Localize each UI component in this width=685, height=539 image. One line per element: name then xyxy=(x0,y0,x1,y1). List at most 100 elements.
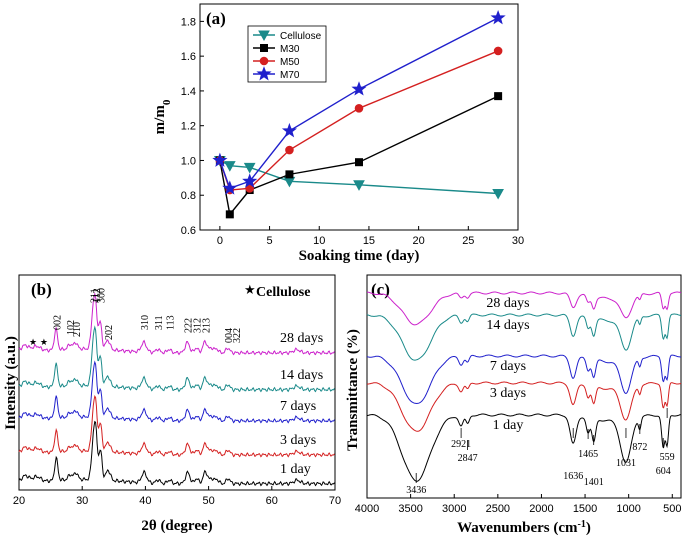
panel-a-ytick-label: 1.8 xyxy=(181,16,196,28)
ftir-curve-3-days xyxy=(367,381,682,432)
legend-marker-m70 xyxy=(256,66,272,81)
panel-b-xtick-label: 50 xyxy=(202,495,214,507)
ftir-band-label: 1401 xyxy=(584,477,604,488)
panel-b-xtick-label: 70 xyxy=(329,495,341,507)
panel-c-xlabel: Wavenumbers (cm-1) xyxy=(457,519,591,537)
panel-c-xtick-label: 3500 xyxy=(398,503,422,515)
panel-c-xtick-label: 4000 xyxy=(355,503,379,515)
cellulose-star-icon: ★ xyxy=(244,283,256,298)
panel-c-xtick-label: 2500 xyxy=(486,503,510,515)
panel-a-xtick-label: 25 xyxy=(462,235,474,247)
panel-c-xlabel-main: Wavenumbers (cm xyxy=(457,520,578,536)
ftir-label-7-days: 7 days xyxy=(490,359,526,374)
data-point-cellulose xyxy=(223,161,236,172)
xrd-peak-label: 002 xyxy=(52,315,63,330)
legend-label-m70: M70 xyxy=(280,70,300,81)
xrd-label-1-day: 1 day xyxy=(280,462,311,477)
panel-c-xtick-label: 500 xyxy=(663,503,681,515)
cellulose-peak-marks: ★ ★ xyxy=(29,338,48,348)
panel-a-xtick-label: 0 xyxy=(217,235,223,247)
ftir-band-label: 872 xyxy=(632,442,647,453)
panel-a-xtick-label: 15 xyxy=(363,235,375,247)
panel-c-xlabel-end: ) xyxy=(586,520,591,536)
xrd-peak-label: 202 xyxy=(104,325,115,340)
ftir-curve-28-days xyxy=(367,291,682,326)
ftir-band-label: 2921 xyxy=(451,439,471,450)
data-point-m70 xyxy=(490,9,506,25)
panel-b-ylabel: Intensity (a.u.) xyxy=(3,336,19,430)
panel-a-xtick-label: 5 xyxy=(267,235,273,247)
data-point-m70 xyxy=(281,122,297,138)
xrd-label-3-days: 3 days xyxy=(280,433,316,448)
data-point-m70 xyxy=(351,81,367,96)
xrd-peak-label: 312 xyxy=(193,318,204,333)
panel-a-xtick-label: 10 xyxy=(313,235,325,247)
xrd-peak-label: 102 xyxy=(66,320,77,335)
panel-c-xlabel-sup: -1 xyxy=(578,519,586,530)
xrd-label-7-days: 7 days xyxy=(280,399,316,414)
xrd-curve-3-days xyxy=(18,394,335,458)
panel-a-xlabel: Soaking time (day) xyxy=(299,248,420,264)
legend-label-m50: M50 xyxy=(280,57,300,68)
ftir-curve-7-days xyxy=(366,354,681,405)
data-point-m70 xyxy=(222,180,238,195)
ftir-band-label: 3436 xyxy=(406,485,426,496)
xrd-curve-28-days xyxy=(18,292,335,356)
data-point-m70 xyxy=(212,152,228,167)
panel-a-xtick-label: 20 xyxy=(413,235,425,247)
panel-b-xlabel: 2θ (degree) xyxy=(141,518,212,534)
panel-b-xtick-label: 30 xyxy=(76,495,88,507)
xrd-peak-label: 004 xyxy=(224,328,235,343)
ftir-label-14-days: 14 days xyxy=(486,318,529,333)
data-point-m30 xyxy=(285,170,294,179)
series-line-m30 xyxy=(219,95,499,216)
panel-a-ytick-label: 0.8 xyxy=(181,190,196,202)
panel-a-ytick-label: 1.6 xyxy=(181,51,196,63)
ftir-band-label: 604 xyxy=(656,466,671,477)
xrd-label-28-days: 28 days xyxy=(280,331,323,346)
xrd-peak-label: 300 xyxy=(97,288,108,303)
xrd-curve-7-days xyxy=(18,360,335,424)
xrd-label-14-days: 14 days xyxy=(280,368,323,383)
data-point-m50 xyxy=(285,145,294,155)
data-point-m30 xyxy=(494,92,503,101)
xrd-peak-label: 213 xyxy=(201,318,212,333)
panel-c-frame xyxy=(366,274,682,499)
legend-marker-m50 xyxy=(259,56,269,66)
panel-c-xtick-label: 1000 xyxy=(616,503,640,515)
xrd-curve-1-day xyxy=(18,420,335,487)
legend-marker-cellulose xyxy=(258,30,270,42)
xrd-peak-label: 322 xyxy=(232,328,243,343)
xrd-peak-label: 210 xyxy=(72,322,83,337)
ftir-label-28-days: 28 days xyxy=(486,296,529,311)
panel-b-xtick-label: 20 xyxy=(13,495,25,507)
data-point-cellulose xyxy=(243,162,256,174)
data-point-m50 xyxy=(354,104,364,113)
ftir-label-3-days: 3 days xyxy=(490,386,526,401)
panel-b-label: (b) xyxy=(31,280,52,299)
panel-c: (c) 4000 3500 3000 2500 2000 1500 1000 500 1 da… xyxy=(345,274,682,537)
data-point-m50 xyxy=(493,46,503,56)
panel-b-frame xyxy=(18,274,336,491)
panel-a-ytick-label: 1.2 xyxy=(181,121,196,133)
legend-label-cellulose: Cellulose xyxy=(280,31,322,42)
xrd-peak-label: 113 xyxy=(165,315,176,330)
panel-a-label: (a) xyxy=(206,9,226,28)
ftir-band-label: 1031 xyxy=(616,458,636,469)
ftir-band-label: 1636 xyxy=(563,471,583,482)
xrd-peak-label: 112 xyxy=(92,288,103,303)
ftir-band-label: 559 xyxy=(660,452,675,463)
panel-a-ytick-label: 1.0 xyxy=(181,155,196,167)
panel-b-xtick-label: 40 xyxy=(139,495,151,507)
legend-marker-m30 xyxy=(260,44,268,52)
ftir-band-label: 2847 xyxy=(458,453,478,464)
panel-a-legend: Cellulose M30 M50 M70 xyxy=(247,25,327,83)
panel-b-legend: Cellulose xyxy=(256,285,310,300)
panel-a-ylabel-sub: 0 xyxy=(161,99,173,105)
xrd-peak-label: 211 xyxy=(90,288,101,303)
panel-c-ylabel: Transmittance (%) xyxy=(345,329,361,451)
xrd-peak-label: 310 xyxy=(140,315,151,330)
xrd-peak-label: 222 xyxy=(184,318,195,333)
panel-c-xtick-label: 2000 xyxy=(529,503,553,515)
